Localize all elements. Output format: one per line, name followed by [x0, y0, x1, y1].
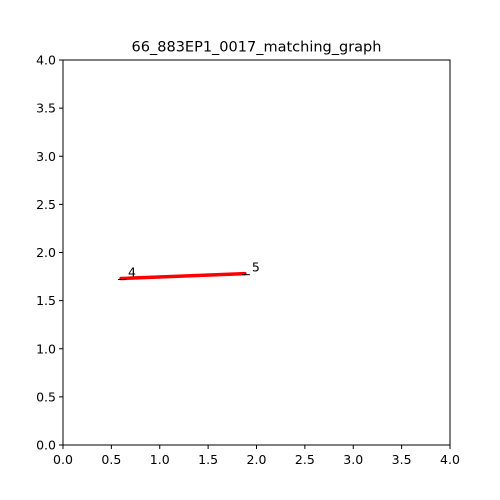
y-tick-label: 3.5 [36, 101, 56, 116]
y-axis: 0.0 0.5 1.0 1.5 2.0 2.5 3.0 3.5 4.0 [36, 53, 63, 453]
y-tick-label: 0.5 [36, 389, 56, 404]
x-tick-label: 3.0 [343, 452, 363, 467]
x-tick-label: 2.5 [295, 452, 315, 467]
y-tick-label: 3.0 [36, 149, 56, 164]
x-tick-label: 4.0 [440, 452, 460, 467]
x-tick-label: 1.5 [198, 452, 218, 467]
x-tick-label: 3.5 [392, 452, 412, 467]
x-axis: 0.0 0.5 1.0 1.5 2.0 2.5 3.0 3.5 4.0 [53, 445, 460, 467]
x-tick-label: 0.5 [101, 452, 121, 467]
y-tick-label: 2.0 [36, 245, 56, 260]
edge-line [119, 271, 247, 281]
x-tick-label: 1.0 [150, 452, 170, 467]
y-tick-label: 1.5 [36, 293, 56, 308]
x-tick-label: 0.0 [53, 452, 73, 467]
plot-area [63, 60, 450, 445]
edges-layer [119, 271, 247, 281]
x-tick-label: 2.0 [247, 452, 267, 467]
node-label: 4 [128, 264, 136, 279]
y-tick-label: 4.0 [36, 53, 56, 68]
node-label: 5 [252, 260, 260, 275]
chart-title: 66_883EP1_0017_matching_graph [132, 40, 382, 56]
y-tick-label: 1.0 [36, 341, 56, 356]
y-tick-label: 0.0 [36, 438, 56, 453]
y-tick-label: 2.5 [36, 197, 56, 212]
